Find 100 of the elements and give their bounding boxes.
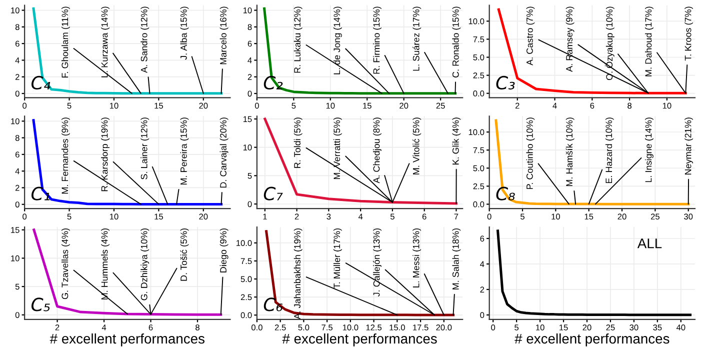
x-tick-label: 35 (653, 324, 662, 330)
x-tick-label: 2 (55, 324, 60, 330)
x-tick-label: 2.5 (274, 324, 286, 330)
y-tick-label: 7.5 (240, 258, 252, 264)
x-tick-label: 5 (390, 214, 394, 220)
x-tick-label: 0 (22, 102, 27, 109)
x-axis-title: # excellent performances (50, 333, 204, 346)
y-tick-label: 4 (248, 57, 252, 64)
x-tick-label: 20.0 (436, 324, 452, 330)
annotation: E. Hazard (10%) (605, 118, 614, 184)
annotation: Diego (9%) (220, 228, 228, 272)
x-tick-label: 2 (515, 102, 520, 109)
y-tick-label: 2 (480, 286, 484, 292)
y-tick-label: 2 (15, 74, 20, 80)
y-tick-label: 6 (248, 40, 252, 47)
x-tick-label: 5 (67, 214, 72, 220)
y-tick-label: 7.5 (473, 36, 484, 42)
annotation: G. Dzhikiya (10%) (140, 228, 150, 300)
x-tick-label: 20 (199, 214, 208, 220)
x-tick-label: 5 (292, 102, 296, 109)
y-tick-label: 2 (15, 184, 20, 191)
y-tick-label: 7.5 (473, 147, 484, 154)
x-tick-label: 6 (148, 324, 153, 330)
x-tick-label: 7.5 (322, 324, 332, 330)
annotation: A. Chedjou (8%) (373, 118, 382, 184)
y-tick-label: 8 (15, 134, 20, 141)
x-tick-label: 30 (630, 324, 638, 330)
x-tick-label: 5 (514, 324, 519, 330)
x-tick-label: 2 (294, 214, 299, 220)
x-tick-label: 10 (536, 324, 544, 330)
x-tick-label: 25 (650, 214, 660, 220)
annotation: J. Alba (15%) (180, 6, 189, 60)
y-tick-label: 6 (480, 236, 484, 242)
annotation: Neymar (21%) (684, 118, 694, 175)
annotation: M. Verratti (5%) (333, 118, 342, 180)
x-tick-label: 6 (590, 102, 594, 109)
y-tick-label: 10 (11, 118, 20, 124)
y-tick-label: 0.0 (240, 312, 252, 318)
x-tick-label: 7 (454, 214, 458, 220)
x-axis-title: # excellent performances (282, 333, 437, 346)
x-tick-label: 0 (254, 102, 259, 109)
x-tick-label: 0 (487, 214, 492, 220)
annotation: M. Dahoud (17%) (645, 6, 654, 76)
x-tick-label: 15 (560, 324, 568, 330)
x-tick-label: 0 (22, 214, 27, 220)
y-tick-label: 6 (16, 152, 20, 158)
annotation: R. Lukaku (12%) (294, 6, 302, 73)
annotation: A. Castro (7%) (526, 6, 535, 66)
x-tick-label: 5 (520, 214, 524, 220)
annotation: R. Firmino (15%) (373, 6, 382, 74)
annotation: R. Toldi (5%) (294, 118, 302, 168)
y-tick-label: 5 (15, 284, 20, 290)
y-tick-label: 10 (11, 255, 20, 262)
y-tick-label: 2.5 (473, 72, 484, 78)
annotation: D. Tošić (5%) (180, 228, 189, 281)
annotation: Marcelo (16%) (220, 6, 228, 64)
annotation: K. Glik (4%) (452, 118, 461, 164)
y-tick-label: 10 (243, 7, 252, 14)
annotation: M. Hamšík (10%) (566, 118, 574, 186)
y-tick-label: 0.0 (473, 90, 484, 96)
y-tick-label: 8 (248, 24, 252, 30)
annotation: L. Kurzawa (14%) (101, 6, 110, 78)
annotation: L. Suárez (17%) (412, 6, 422, 71)
x-axis-title: # excellent performances (514, 333, 670, 346)
x-tick-label: 15 (154, 102, 163, 109)
y-tick-label: 2.5 (240, 294, 252, 300)
annotation: M. Vitolić (5%) (412, 118, 422, 174)
x-tick-label: 25 (436, 102, 445, 109)
y-tick-label: 2 (248, 74, 252, 80)
y-tick-label: 6 (16, 40, 20, 47)
x-tick-label: 5 (67, 102, 72, 109)
y-tick-label: 10 (243, 144, 252, 150)
annotation: T. Kroos (7%) (684, 6, 694, 61)
text: ALL (637, 238, 662, 248)
annotation: F. Ghoulam (11%) (61, 6, 70, 78)
x-tick-label: 10 (326, 102, 335, 109)
x-tick-label: 30 (684, 214, 693, 220)
annotation: R. Karsdorp (19%) (101, 118, 110, 192)
x-tick-label: 15 (363, 102, 372, 109)
x-tick-label: 8 (196, 324, 200, 330)
annotation: M. Salah (18%) (452, 228, 461, 290)
x-tick-label: 5.0 (298, 324, 310, 330)
x-tick-label: 15.0 (390, 324, 405, 330)
x-tick-label: 10 (552, 214, 560, 220)
x-tick-label: 20 (199, 102, 208, 109)
y-tick-label: 15 (243, 116, 252, 122)
y-tick-label: 10.0 (236, 240, 252, 246)
annotation: M. Pereira (15%) (180, 118, 189, 185)
x-tick-label: 15 (154, 214, 163, 220)
y-tick-label: 2.5 (473, 183, 484, 190)
x-tick-label: 20 (618, 214, 626, 220)
y-tick-label: 10.0 (468, 18, 484, 24)
y-tick-label: 5 (248, 172, 252, 179)
y-tick-label: 5.0 (473, 54, 484, 60)
x-tick-label: 20 (582, 324, 592, 330)
annotation: T. Müller (17%) (333, 228, 342, 288)
x-tick-label: 4 (102, 324, 106, 330)
annotation: M. Fernandes (9%) (61, 118, 70, 194)
annotation: L. Insigne (14%) (645, 118, 654, 182)
x-tick-label: 6 (422, 214, 426, 220)
